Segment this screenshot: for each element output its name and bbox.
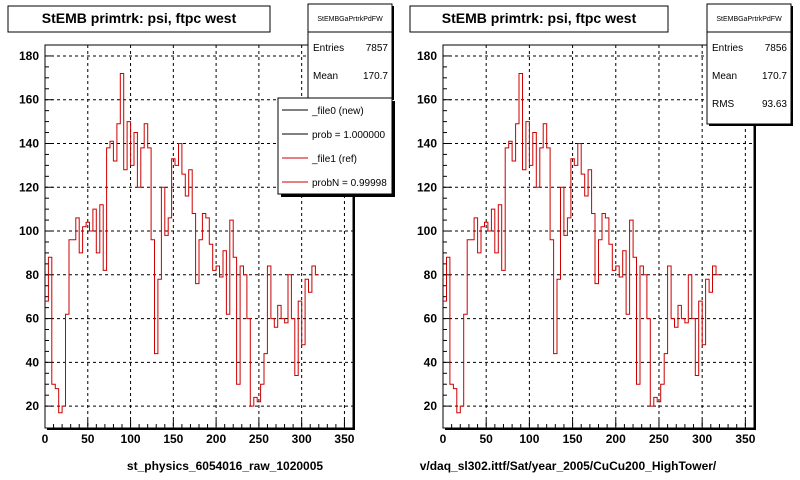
x-tick-label: 200 [206,432,226,446]
y-tick-label: 60 [26,312,40,326]
legend-entries: _file0 (new) prob = 1.000000 _file1 (ref) p… [282,106,387,189]
chart-title: StEMB primtrk: psi, ftpc west [442,10,637,26]
x-tick-label: 0 [42,432,49,446]
legend-label: _file0 (new) [311,106,364,117]
histogram-panel-1: 0 50 100 150 200 250 300 350 20 40 60 80 100 120 140 16… [7,3,395,473]
stats-label: Mean [712,71,737,82]
stats-label: RMS [712,99,735,110]
histogram-panel-2: 0 50 100 150 200 250 300 350 20 40 60 80 100 120 140 16… [409,3,793,473]
y-tick-label: 180 [417,49,437,63]
stats-value: 170.7 [363,71,388,82]
title-box [409,5,669,33]
x-axis-caption: v/daq_sl302.ittf/Sat/year_2005/CuCu200_H… [420,459,717,473]
stats-value: 170.7 [762,71,787,82]
legend-label: prob = 1.000000 [312,130,386,141]
y-tick-label: 100 [19,224,39,238]
legend-label: probN = 0.99998 [312,178,387,189]
legend-box [277,97,393,195]
y-tick-label: 160 [417,93,437,107]
y-tick-label: 80 [26,268,40,282]
histogram-series-line [443,73,720,414]
y-tick-label: 180 [19,49,39,63]
y-tick-label: 60 [424,312,438,326]
x-tick-label: 300 [692,432,712,446]
y-tick-label: 140 [19,136,39,150]
stats-box [706,3,792,125]
stats-header: StEMBGaPrtrkPdFW [317,16,383,23]
x-tick-label: 50 [480,432,494,446]
x-tick-label: 50 [81,432,95,446]
y-tick-label: 20 [26,399,40,413]
stats-value: 93.63 [762,99,787,110]
x-tick-label: 0 [440,432,447,446]
histogram-series-line [45,73,319,414]
y-tick-label: 20 [424,399,438,413]
y-tick-label: 160 [19,93,39,107]
stats-label: Entries [313,43,344,54]
stats-header: StEMBGaPrtrkPdFW [716,16,782,23]
y-tick-label: 80 [424,268,438,282]
y-tick-label: 120 [417,180,437,194]
y-tick-label: 40 [424,355,438,369]
y-tick-label: 40 [26,355,40,369]
chart-title: StEMB primtrk: psi, ftpc west [42,10,237,26]
y-tick-label: 100 [417,224,437,238]
x-tick-label: 250 [649,432,669,446]
stats-value: 7856 [765,43,788,54]
x-tick-label: 300 [292,432,312,446]
legend-label: _file1 (ref) [311,154,357,165]
stats-value: 7857 [366,43,389,54]
stats-label: Mean [313,71,338,82]
x-tick-label: 350 [334,432,354,446]
x-tick-label: 250 [249,432,269,446]
y-tick-label: 120 [19,180,39,194]
x-axis-caption: st_physics_6054016_raw_1020005 [127,459,323,473]
x-tick-label: 200 [606,432,626,446]
y-tick-label: 140 [417,136,437,150]
stats-box [307,3,393,99]
x-tick-label: 100 [121,432,141,446]
stats-label: Entries [712,43,743,54]
title-box [7,5,271,33]
x-tick-label: 150 [563,432,583,446]
x-tick-label: 100 [519,432,539,446]
x-tick-label: 150 [163,432,183,446]
x-tick-label: 350 [735,432,755,446]
